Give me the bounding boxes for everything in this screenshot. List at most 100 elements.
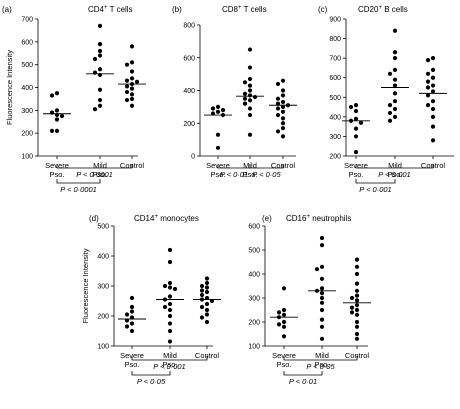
data-point xyxy=(281,286,287,291)
data-point xyxy=(215,109,221,114)
significance-bracket xyxy=(56,179,101,184)
data-point xyxy=(392,83,398,88)
data-point xyxy=(353,108,359,114)
y-tick-label: 200 xyxy=(329,154,341,161)
data-point xyxy=(319,295,325,301)
data-point xyxy=(319,286,325,291)
chart-title-rest: T cells xyxy=(242,5,267,14)
data-point xyxy=(204,319,210,325)
data-point xyxy=(129,103,135,108)
category-label: Pso. xyxy=(242,170,257,179)
data-point xyxy=(124,324,130,329)
data-point xyxy=(276,322,282,327)
p-value-label: P < 0·05 xyxy=(306,362,335,371)
data-point xyxy=(167,328,173,334)
data-point xyxy=(247,83,253,88)
data-point xyxy=(242,96,248,101)
y-tick-label: 700 xyxy=(329,56,341,63)
y-tick-label: 500 xyxy=(97,224,109,231)
chart-title-main: CD4 xyxy=(88,5,105,14)
significance-bracket xyxy=(131,356,208,361)
data-point xyxy=(54,108,60,113)
data-point xyxy=(242,101,248,106)
category-label: Pso. xyxy=(348,170,363,179)
chart-title: CD16+ neutrophils xyxy=(286,214,351,223)
y-tick-label: 100 xyxy=(21,154,33,161)
data-point xyxy=(349,305,355,310)
data-point xyxy=(280,134,286,139)
data-point xyxy=(354,336,360,341)
data-point xyxy=(319,307,325,313)
panel-label: (c) xyxy=(318,5,328,14)
y-tick-label: 200 xyxy=(183,121,195,128)
data-point xyxy=(348,104,354,110)
y-tick-label: 600 xyxy=(21,39,33,46)
data-point xyxy=(281,334,287,339)
significance-bracket xyxy=(283,371,323,376)
data-point xyxy=(209,298,215,304)
p-value-label: P < 0·001 xyxy=(378,170,410,179)
y-axis-label: Fluorescence Intensity xyxy=(5,50,14,125)
data-point xyxy=(319,317,325,322)
data-point xyxy=(162,304,168,310)
data-point xyxy=(247,112,253,118)
category-label: Pso. xyxy=(162,360,177,369)
data-point xyxy=(353,149,359,155)
data-point xyxy=(129,76,135,81)
data-point xyxy=(199,315,205,320)
category-label: Control xyxy=(345,351,370,360)
data-point xyxy=(129,328,135,334)
chart-title-main: CD14 xyxy=(134,214,155,223)
significance-bracket xyxy=(355,179,396,184)
p-value-label: P < 0·05 xyxy=(137,377,166,386)
data-point xyxy=(124,89,130,95)
panel-a: (a) CD4+ T cells 100 200 300 400 500 600 700 Fluo… xyxy=(2,5,146,194)
y-tick-label: 200 xyxy=(248,320,260,327)
y-tick-label: 600 xyxy=(329,75,341,82)
data-point xyxy=(430,138,436,143)
data-point xyxy=(199,304,205,310)
data-point xyxy=(354,331,360,337)
data-point xyxy=(387,71,393,76)
data-point xyxy=(425,71,431,76)
data-point xyxy=(162,283,168,289)
data-point xyxy=(354,293,360,298)
significance-bracket xyxy=(56,164,133,169)
data-point xyxy=(129,309,135,314)
chart-title-main: CD16 xyxy=(286,214,307,223)
chart-title-sup: + xyxy=(378,5,382,11)
p-value-label: P < 0·01 xyxy=(220,170,248,179)
data-point xyxy=(59,113,65,119)
data-point xyxy=(425,103,431,108)
y-tick-label: 800 xyxy=(183,23,195,30)
y-tick-label: 500 xyxy=(248,248,260,255)
data-point xyxy=(167,294,173,299)
data-point xyxy=(247,106,253,111)
category-label: Pso. xyxy=(276,360,291,369)
data-point xyxy=(97,87,103,92)
data-point xyxy=(392,106,398,112)
data-point xyxy=(97,23,103,28)
data-point xyxy=(430,99,436,104)
data-point xyxy=(392,99,398,104)
data-point xyxy=(319,300,325,305)
chart-title-rest: B cells xyxy=(382,5,408,14)
data-point xyxy=(281,307,287,313)
data-point xyxy=(280,78,286,83)
y-tick-label: 500 xyxy=(21,62,33,69)
data-point xyxy=(430,75,436,80)
data-point xyxy=(129,96,135,102)
data-point xyxy=(354,303,360,308)
data-point xyxy=(167,285,173,290)
data-point xyxy=(314,267,320,272)
p-value-label: P < 0·001 xyxy=(359,185,391,194)
p-value-label: P < 0·05 xyxy=(252,170,281,179)
data-point xyxy=(358,120,364,125)
data-point xyxy=(167,307,173,313)
data-point xyxy=(247,76,253,82)
data-point xyxy=(54,117,60,122)
data-point xyxy=(280,93,286,98)
data-point xyxy=(167,280,173,286)
data-point xyxy=(275,81,281,87)
chart-title: CD14+ monocytes xyxy=(134,214,199,223)
